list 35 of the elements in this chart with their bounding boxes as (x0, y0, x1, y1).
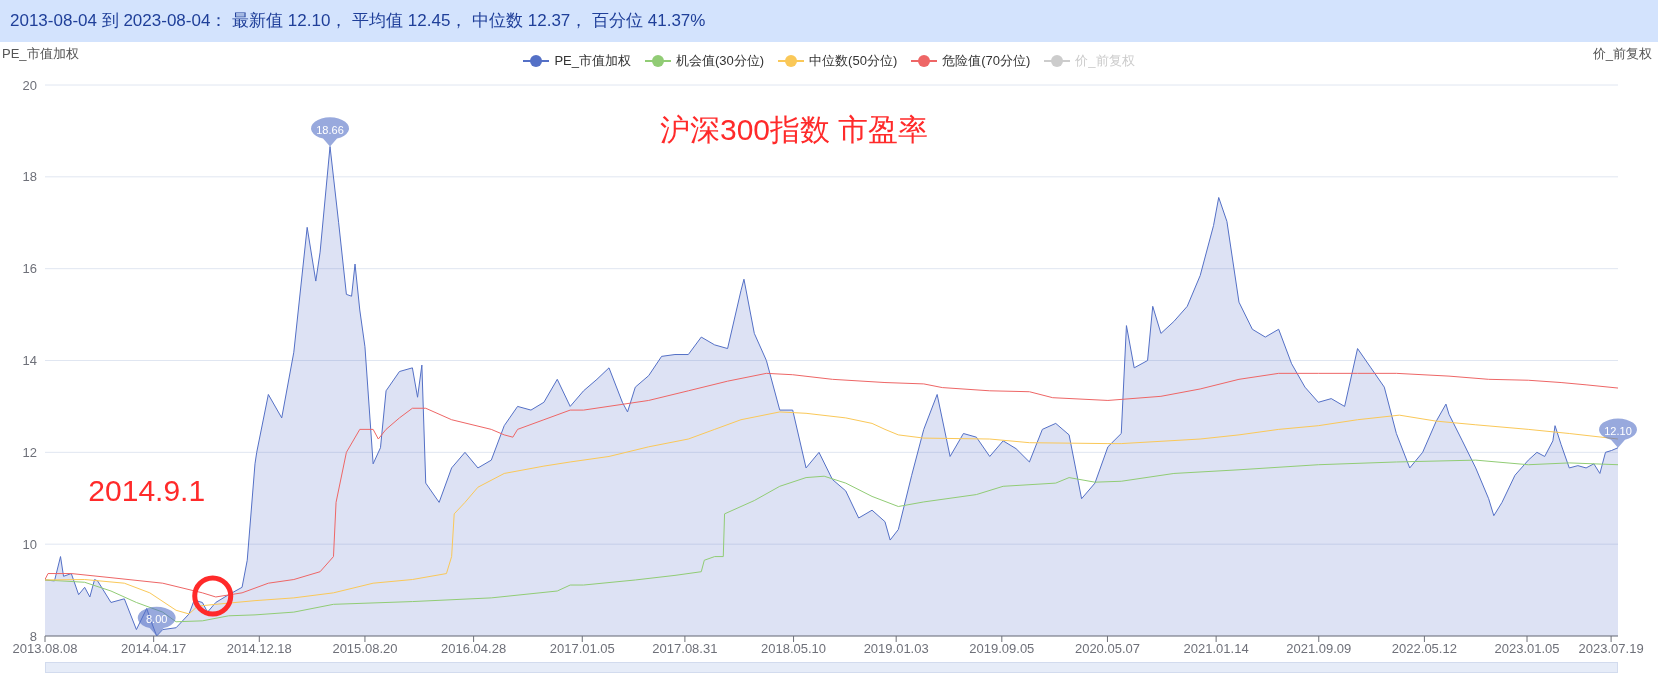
x-tick-label: 2022.05.12 (1391, 641, 1457, 657)
x-tick-label: 2019.01.03 (863, 641, 929, 657)
x-tick-label: 2021.01.14 (1183, 641, 1249, 657)
x-tick-label: 2019.09.05 (969, 641, 1035, 657)
data-label: 8.00 (145, 613, 168, 625)
x-tick-label: 2023.07.19 (1578, 641, 1644, 657)
x-tick-label: 2023.01.05 (1494, 641, 1560, 657)
y-tick-label: 10 (22, 536, 37, 552)
x-tick-label: 2017.08.31 (652, 641, 718, 657)
chart-title: 2013-08-04 到 2023-08-04： 最新值 12.10， 平均值 12.45， 中位数 12.37， 百分位 41.37% (0, 0, 1658, 42)
legend-label: PE_市值加权 (554, 52, 631, 70)
x-tick-label: 2014.04.17 (121, 641, 187, 657)
x-tick-label: 2014.12.18 (226, 641, 292, 657)
x-tick-label: 2021.09.09 (1286, 641, 1352, 657)
x-tick-label: 2017.01.05 (549, 641, 615, 657)
data-label: 18.66 (316, 123, 344, 136)
y-tick-label: 8 (29, 628, 37, 644)
x-tick-label: 2020.05.07 (1074, 641, 1140, 657)
annotation: 2014.9.1 (88, 473, 206, 507)
y-tick-label: 12 (22, 444, 37, 460)
x-tick-label: 2016.04.28 (441, 641, 507, 657)
annotation: 沪深300指数 市盈率 (660, 112, 929, 148)
legend-label: 危险值(70分位) (942, 52, 1031, 70)
y2-axis-title: 价_前复权 (1592, 45, 1652, 63)
y-tick-label: 20 (22, 77, 37, 93)
y-tick-label: 18 (22, 169, 37, 185)
x-tick-label: 2018.05.10 (761, 641, 827, 657)
x-tick-label: 2015.08.20 (332, 641, 398, 657)
y-tick-label: 14 (22, 353, 37, 369)
x-tick-label: 2013.08.08 (12, 641, 78, 657)
legend-label: 中位数(50分位) (809, 52, 898, 70)
data-label: 12.10 (1604, 424, 1632, 437)
y-tick-label: 16 (22, 261, 37, 277)
y-axis-title: PE_市值加权 (2, 45, 79, 63)
legend-label: 机会值(30分位) (675, 52, 765, 70)
